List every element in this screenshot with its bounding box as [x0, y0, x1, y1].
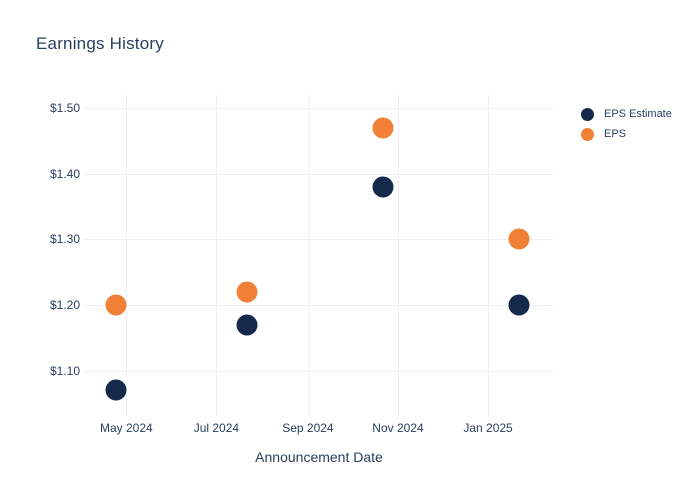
- x-tick-mark: [307, 410, 309, 416]
- y-gridline: [85, 305, 553, 306]
- data-point-eps[interactable]: [236, 281, 258, 303]
- x-gridline: [488, 95, 490, 410]
- y-tick-label: $1.40: [49, 166, 80, 181]
- x-gridline: [216, 95, 218, 410]
- x-tick-label: May 2024: [99, 421, 153, 435]
- y-gridline: [85, 239, 553, 241]
- x-tick-mark: [126, 410, 128, 416]
- x-tick-label: Sep 2024: [282, 421, 334, 435]
- y-tick-label: $1.20: [49, 298, 80, 312]
- y-gridline: [85, 173, 553, 175]
- x-axis-title: Announcement Date: [255, 449, 383, 465]
- data-point-eps-estimate[interactable]: [508, 294, 530, 316]
- y-tick-label: $1.30: [49, 232, 80, 247]
- x-gridline: [307, 95, 309, 410]
- x-tick-label: Nov 2024: [372, 421, 424, 435]
- legend-item-eps-estimate[interactable]: EPS Estimate: [581, 107, 672, 121]
- data-point-eps[interactable]: [508, 228, 530, 250]
- x-tick-mark: [216, 410, 218, 416]
- y-gridline: [85, 108, 553, 110]
- data-point-eps-estimate[interactable]: [372, 176, 394, 198]
- eps-estimate-legend-marker-icon: [581, 107, 594, 121]
- y-gridline: [85, 370, 553, 372]
- legend-label-eps-estimate: EPS Estimate: [604, 107, 672, 120]
- legend-label-eps: EPS: [604, 127, 627, 140]
- eps-legend-marker-icon: [581, 127, 594, 141]
- y-tick-label: $1.10: [49, 363, 80, 378]
- y-tick-label: $1.50: [49, 101, 80, 116]
- data-point-eps-estimate[interactable]: [236, 314, 258, 336]
- chart-title: Earnings History: [36, 34, 164, 53]
- x-gridline: [126, 95, 128, 410]
- x-tick-label: Jan 2025: [463, 421, 513, 435]
- x-tick-mark: [488, 410, 490, 416]
- x-tick-mark: [397, 410, 399, 416]
- legend: EPS Estimate EPS: [581, 107, 672, 141]
- x-gridline: [397, 95, 399, 410]
- x-tick-label: Jul 2024: [193, 421, 240, 435]
- legend-item-eps[interactable]: EPS: [581, 127, 672, 141]
- data-point-eps[interactable]: [372, 117, 394, 139]
- data-point-eps[interactable]: [105, 294, 127, 316]
- data-point-eps-estimate[interactable]: [105, 379, 127, 401]
